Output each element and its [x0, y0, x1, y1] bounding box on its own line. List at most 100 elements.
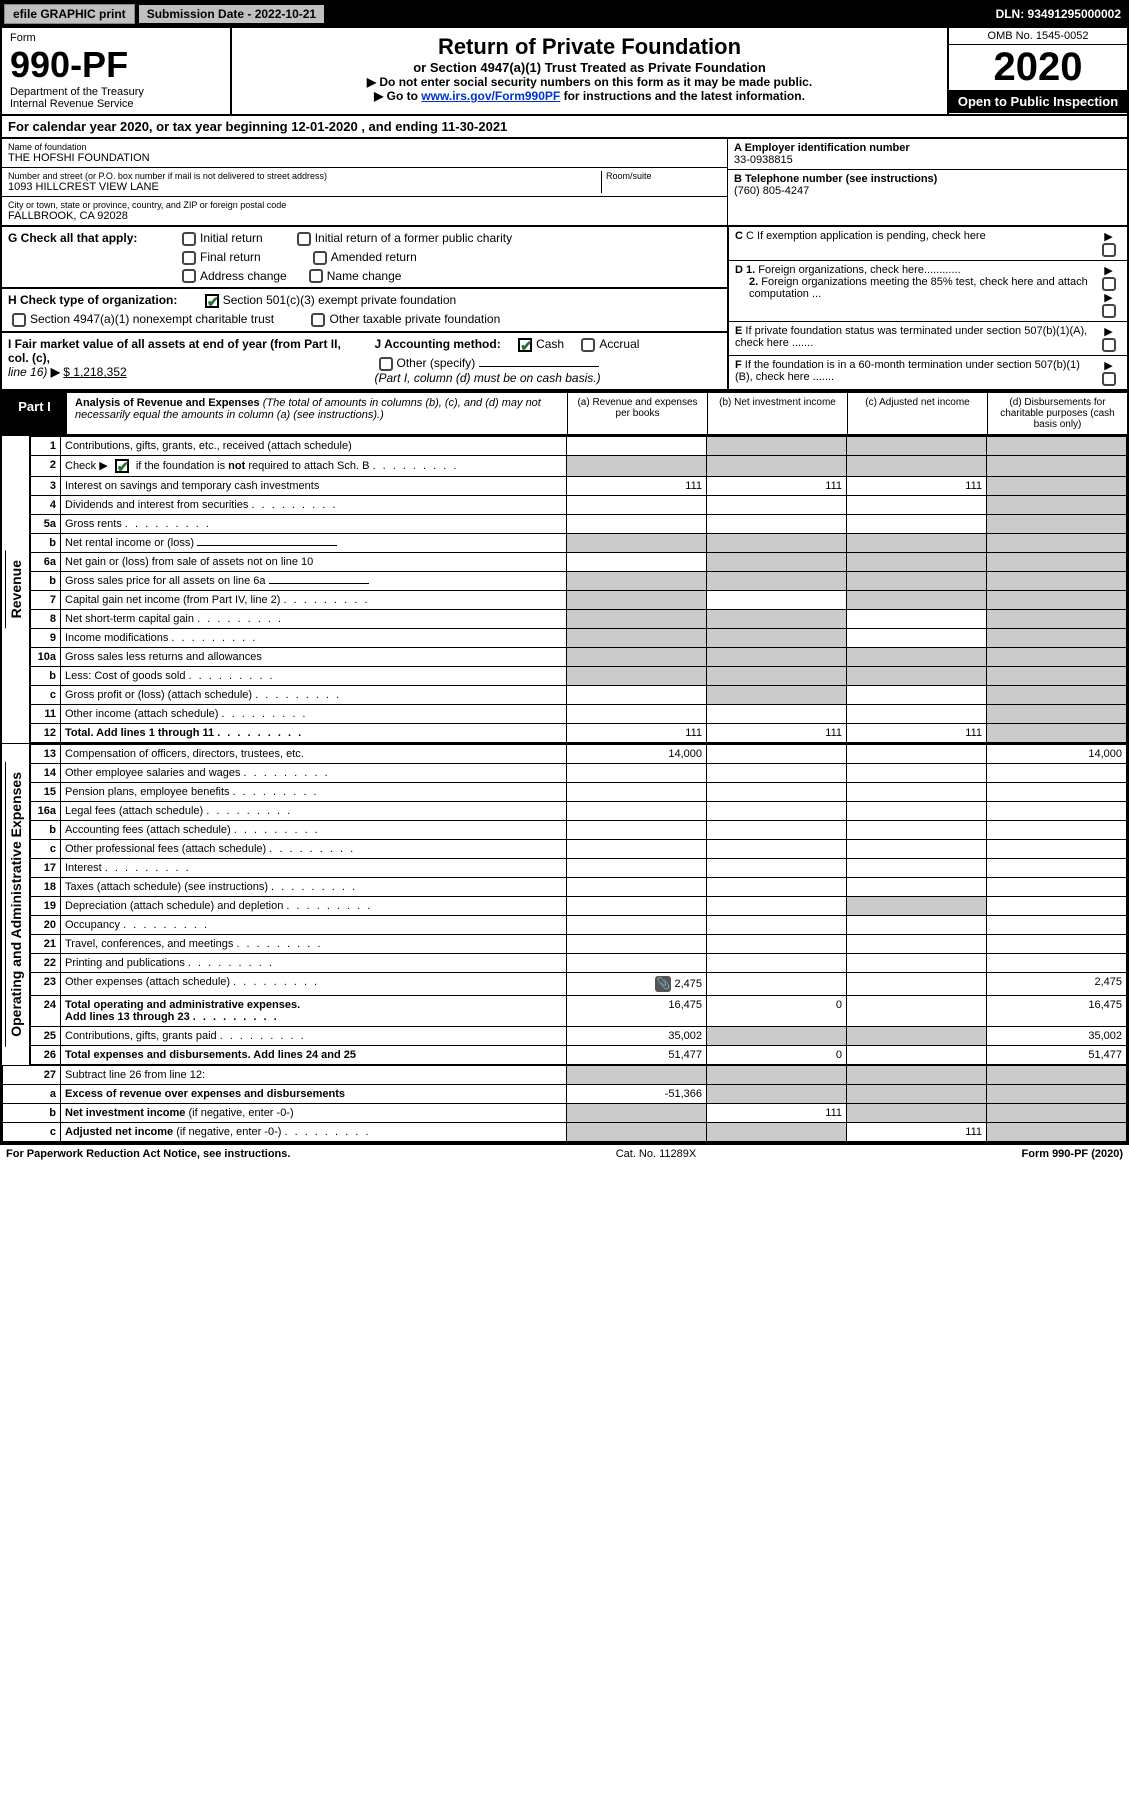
section-g: G Check all that apply: Initial return I…	[0, 227, 729, 289]
page-footer: For Paperwork Reduction Act Notice, see …	[0, 1144, 1129, 1163]
row-11: 11Other income (attach schedule)	[31, 705, 1127, 724]
checkbox-4947[interactable]	[12, 313, 26, 327]
form-title: Return of Private Foundation	[238, 34, 941, 60]
row-23: 23Other expenses (attach schedule) 📎 2,4…	[31, 973, 1127, 996]
row-27a: aExcess of revenue over expenses and dis…	[3, 1085, 1127, 1104]
row-12: 12Total. Add lines 1 through 11 11111111…	[31, 724, 1127, 743]
checkbox-name-change[interactable]	[309, 269, 323, 283]
d2-label: Foreign organizations meeting the 85% te…	[749, 276, 1088, 300]
instruction-2: ▶ Go to www.irs.gov/Form990PF for instru…	[238, 89, 941, 103]
checkbox-amended[interactable]	[313, 251, 327, 265]
row-3: 3Interest on savings and temporary cash …	[31, 477, 1127, 496]
d1-label: Foreign organizations, check here.......…	[758, 264, 960, 276]
row-25: 25Contributions, gifts, grants paid 35,0…	[31, 1027, 1127, 1046]
row-2: 2Check ▶ if the foundation is not requir…	[31, 456, 1127, 477]
section-h: H Check type of organization: Section 50…	[0, 289, 729, 333]
line-27-section: 27Subtract line 26 from line 12: aExcess…	[0, 1065, 1129, 1144]
i-label: I Fair market value of all assets at end…	[8, 337, 341, 365]
g-opt-0: Initial return	[200, 231, 263, 245]
row-9: 9Income modifications	[31, 629, 1127, 648]
row-27: 27Subtract line 26 from line 12:	[3, 1066, 1127, 1085]
foundation-name: THE HOFSHI FOUNDATION	[8, 152, 721, 164]
tax-year: 2020	[949, 45, 1127, 90]
row-10b: bLess: Cost of goods sold	[31, 667, 1127, 686]
checkbox-d2[interactable]	[1102, 304, 1116, 318]
j-note: (Part I, column (d) must be on cash basi…	[375, 371, 722, 385]
form-subtitle: or Section 4947(a)(1) Trust Treated as P…	[238, 60, 941, 75]
row-22: 22Printing and publications	[31, 954, 1127, 973]
row-18: 18Taxes (attach schedule) (see instructi…	[31, 878, 1127, 897]
name-label: Name of foundation	[8, 142, 721, 152]
right-check-block: C C If exemption application is pending,…	[729, 227, 1129, 391]
checkbox-e[interactable]	[1102, 338, 1116, 352]
city-value: FALLBROOK, CA 92028	[8, 210, 721, 222]
section-ij: I Fair market value of all assets at end…	[0, 333, 729, 391]
row-6a: 6aNet gain or (loss) from sale of assets…	[31, 553, 1127, 572]
ein-cell: A Employer identification number 33-0938…	[728, 139, 1127, 170]
row-14: 14Other employee salaries and wages	[31, 764, 1127, 783]
row-20: 20Occupancy	[31, 916, 1127, 935]
part-i-header: Part I Analysis of Revenue and Expenses …	[0, 391, 1129, 436]
row-10c: cGross profit or (loss) (attach schedule…	[31, 686, 1127, 705]
city-label: City or town, state or province, country…	[8, 200, 721, 210]
g-label: G Check all that apply:	[8, 231, 178, 245]
city-cell: City or town, state or province, country…	[2, 197, 727, 225]
checkbox-cash[interactable]	[518, 338, 532, 352]
revenue-section: Revenue 1Contributions, gifts, grants, e…	[0, 436, 1129, 743]
checkbox-accrual[interactable]	[581, 338, 595, 352]
checkbox-other-taxable[interactable]	[311, 313, 325, 327]
col-d-head: (d) Disbursements for charitable purpose…	[987, 393, 1127, 434]
f-label: If the foundation is in a 60-month termi…	[735, 359, 1080, 383]
phone-cell: B Telephone number (see instructions) (7…	[728, 170, 1127, 200]
checkbox-c[interactable]	[1102, 243, 1116, 257]
opex-section: Operating and Administrative Expenses 13…	[0, 743, 1129, 1065]
efile-button[interactable]: efile GRAPHIC print	[4, 4, 135, 24]
row-27c: cAdjusted net income (if negative, enter…	[3, 1123, 1127, 1142]
revenue-table: 1Contributions, gifts, grants, etc., rec…	[30, 436, 1127, 743]
checkbox-other-method[interactable]	[379, 357, 393, 371]
attachment-icon[interactable]: 📎	[655, 976, 671, 992]
phone-value: (760) 805-4247	[734, 185, 1121, 197]
footer-left: For Paperwork Reduction Act Notice, see …	[6, 1148, 290, 1160]
j-cash: Cash	[536, 337, 564, 351]
address-cell: Number and street (or P.O. box number if…	[8, 171, 601, 193]
checkbox-initial-return[interactable]	[182, 232, 196, 246]
g-opt-2: Final return	[200, 250, 261, 264]
inst2-suffix: for instructions and the latest informat…	[560, 89, 805, 103]
checkbox-501c3[interactable]	[205, 294, 219, 308]
row-15: 15Pension plans, employee benefits	[31, 783, 1127, 802]
address-value: 1093 HILLCREST VIEW LANE	[8, 181, 601, 193]
checkbox-final-return[interactable]	[182, 251, 196, 265]
fmv-value: $ 1,218,352	[63, 365, 126, 379]
address-label: Number and street (or P.O. box number if…	[8, 171, 601, 181]
row-27b: bNet investment income (if negative, ent…	[3, 1104, 1127, 1123]
row-26: 26Total expenses and disbursements. Add …	[31, 1046, 1127, 1065]
row-17: 17Interest	[31, 859, 1127, 878]
h-opt-3: Other taxable private foundation	[329, 312, 500, 326]
dln-number: DLN: 93491295000002	[990, 5, 1127, 23]
row-10a: 10aGross sales less returns and allowanc…	[31, 648, 1127, 667]
form-label: Form	[10, 32, 222, 44]
footer-mid: Cat. No. 11289X	[290, 1148, 1021, 1160]
form-header: Form 990-PF Department of the Treasury I…	[0, 28, 1129, 116]
header-right: OMB No. 1545-0052 2020 Open to Public In…	[947, 28, 1127, 114]
irs-link[interactable]: www.irs.gov/Form990PF	[421, 89, 560, 103]
g-opt-3: Amended return	[331, 250, 417, 264]
row-8: 8Net short-term capital gain	[31, 610, 1127, 629]
checkbox-initial-former[interactable]	[297, 232, 311, 246]
e-label: If private foundation status was termina…	[735, 325, 1087, 349]
address-cell-row: Number and street (or P.O. box number if…	[2, 168, 727, 197]
row-21: 21Travel, conferences, and meetings	[31, 935, 1127, 954]
i-line16: line 16)	[8, 365, 47, 379]
part-i-title: Part I	[2, 393, 67, 434]
checkbox-f[interactable]	[1102, 372, 1116, 386]
form-number: 990-PF	[10, 44, 222, 86]
row-16b: bAccounting fees (attach schedule)	[31, 821, 1127, 840]
checkbox-d1[interactable]	[1102, 277, 1116, 291]
row-1: 1Contributions, gifts, grants, etc., rec…	[31, 437, 1127, 456]
checkbox-address-change[interactable]	[182, 269, 196, 283]
checkbox-sch-b[interactable]	[115, 459, 129, 473]
row-6b: bGross sales price for all assets on lin…	[31, 572, 1127, 591]
h-opt-2: Section 4947(a)(1) nonexempt charitable …	[30, 312, 274, 326]
row-4: 4Dividends and interest from securities	[31, 496, 1127, 515]
